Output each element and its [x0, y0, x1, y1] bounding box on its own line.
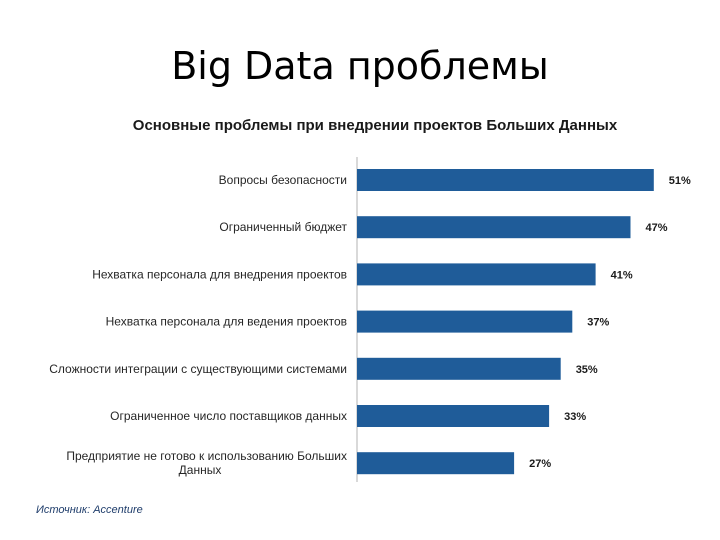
category-label-5: Сложности интеграции с существующими сис…	[49, 362, 347, 376]
bar-1	[357, 169, 654, 191]
source-note: Источник: Accenture	[36, 504, 143, 516]
bar-2	[357, 216, 631, 239]
value-label-6: 33%	[564, 411, 586, 423]
value-label-2: 47%	[646, 222, 668, 234]
bar-7	[357, 452, 515, 475]
category-label-6: Ограниченное число поставщиков данных	[110, 409, 347, 423]
value-label-5: 35%	[576, 364, 598, 376]
category-label-7: Предприятие не готово к использованию Бо…	[66, 449, 347, 477]
value-label-7: 27%	[529, 458, 551, 470]
category-label-4: Нехватка персонала для ведения проектов	[106, 315, 347, 329]
bar-3	[357, 263, 596, 286]
value-label-4: 37%	[587, 317, 609, 329]
category-label-2: Ограниченный бюджет	[219, 220, 347, 234]
category-label-3: Нехватка персонала для внедрения проекто…	[92, 267, 347, 281]
chart-title: Основные проблемы при внедрении проектов…	[132, 117, 618, 134]
value-label-3: 41%	[611, 269, 633, 281]
bar-4	[357, 310, 573, 333]
value-label-1: 51%	[669, 175, 691, 187]
bar-6	[357, 405, 550, 427]
category-label-1: Вопросы безопасности	[219, 173, 347, 187]
bar-5	[357, 357, 561, 380]
slide-title: Big Data проблемы	[171, 44, 549, 88]
